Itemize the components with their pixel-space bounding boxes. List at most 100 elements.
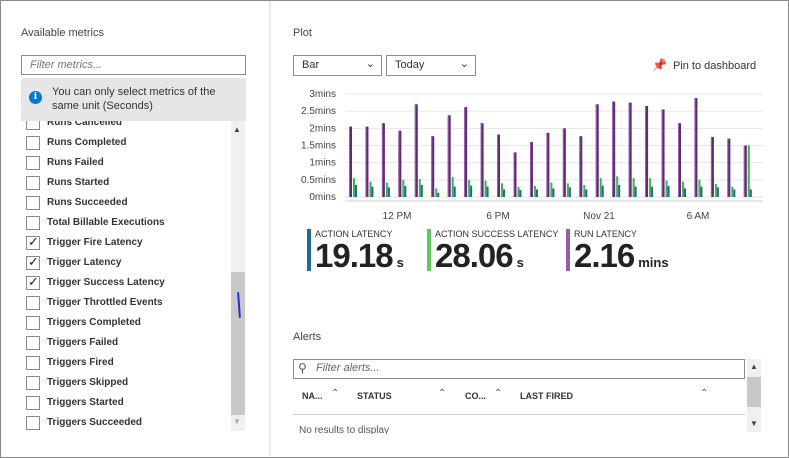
metric-checkbox[interactable] [26,316,40,330]
y-tick-label: 2.5mins [301,106,336,117]
legend-color-bar [566,229,570,271]
metric-checkbox[interactable] [26,356,40,370]
metric-list-scrollbar[interactable]: ▲ ▼ [231,121,245,431]
metric-item[interactable]: ✓ Trigger Fire Latency [26,233,226,253]
bar-action-success-latency [418,179,421,197]
bar-run-latency [710,136,714,197]
legend-color-bar [427,229,431,271]
bar-run-latency-edge [513,152,515,197]
metric-item[interactable]: Runs Failed [26,153,226,173]
metric-item[interactable]: Total Billable Executions [26,213,226,233]
bar-action-success-latency [747,145,750,197]
alerts-scrollbar[interactable]: ▲ ▼ [747,359,761,432]
metric-label: Trigger Success Latency [47,277,165,288]
bar-action-latency [503,189,506,197]
sort-arrow-icon[interactable]: ⌃ [438,388,447,399]
metric-checkbox[interactable] [26,416,40,430]
bar-run-latency [562,128,566,197]
legend-color-bar [307,229,311,271]
metric-checkbox[interactable]: ✓ [26,275,40,290]
metric-item[interactable]: Trigger Throttled Events [26,293,226,313]
pin-to-dashboard-button[interactable]: 📌 Pin to dashboard [652,58,756,72]
column-header-condition[interactable]: CO... [465,391,487,401]
column-header-status[interactable]: STATUS [357,391,392,401]
bar-action-success-latency [550,182,553,197]
metric-checkbox[interactable]: ✓ [26,235,40,250]
bar-run-latency [480,123,484,197]
sort-arrow-icon[interactable]: ⌃ [331,388,340,399]
legend-value: 2.16 [574,237,635,274]
chart-type-select[interactable]: Bar ⌄ [293,55,382,76]
bar-action-latency [404,186,407,197]
bar-action-latency [486,186,489,197]
search-icon: ⚲ [298,361,307,375]
metric-item[interactable]: ✓ Trigger Success Latency [26,273,226,293]
bar-run-latency [513,152,517,197]
bar-run-latency-edge [562,128,564,197]
bar-run-latency [529,142,533,197]
bar-action-success-latency [616,176,619,197]
metric-checkbox[interactable] [26,296,40,310]
checkmark-icon: ✓ [28,235,39,250]
bar-run-latency-edge [661,109,663,197]
scrollbar-thumb[interactable] [747,377,761,407]
metric-item[interactable]: Triggers Completed [26,313,226,333]
bar-run-latency-edge [497,134,499,197]
y-tick-label: 3mins [309,89,336,100]
bar-action-success-latency [517,186,520,197]
metric-item[interactable]: Runs Succeeded [26,193,226,213]
metric-label: Runs Started [47,177,110,188]
column-header-name[interactable]: NA... [302,391,323,401]
column-header-last-fired[interactable]: LAST FIRED [520,391,573,401]
bar-action-latency [568,187,571,197]
y-tick-label: 1mins [309,158,336,169]
metric-item[interactable]: Triggers Failed [26,333,226,353]
legend-value-group: 28.06 s [435,237,524,275]
bar-run-latency-edge [414,104,416,197]
time-range-select[interactable]: Today ⌄ [386,55,476,76]
metric-checkbox[interactable] [26,176,40,190]
bar-action-latency [453,186,456,197]
bar-action-success-latency [369,181,372,197]
metric-checkbox[interactable] [26,216,40,230]
scroll-down-arrow-icon[interactable]: ▼ [750,419,758,428]
filter-alerts-input[interactable]: ⚲ Filter alerts... [293,359,745,379]
chevron-down-icon: ⌄ [459,58,469,70]
bar-run-latency-edge [628,102,630,197]
metric-item[interactable]: ✓ Trigger Latency [26,253,226,273]
bar-action-success-latency [385,182,388,197]
scroll-up-arrow-icon[interactable]: ▲ [750,362,758,371]
metric-checkbox[interactable]: ✓ [26,255,40,270]
metric-checkbox[interactable] [26,121,40,130]
metric-item[interactable]: Runs Completed [26,133,226,153]
bar-action-latency [601,185,604,197]
metric-checkbox[interactable] [26,376,40,390]
metric-item[interactable]: Triggers Skipped [26,373,226,393]
chevron-down-icon: ⌄ [365,58,375,70]
scroll-down-arrow-icon[interactable]: ▼ [233,417,241,426]
metric-checkbox[interactable] [26,396,40,410]
metric-item[interactable]: Triggers Succeeded [26,413,226,431]
scrollbar-thumb[interactable] [231,272,245,415]
legend-name: RUN LATENCY [574,229,637,239]
metric-item[interactable]: Runs Started [26,173,226,193]
metric-label: Triggers Skipped [47,377,129,388]
sort-arrow-icon[interactable]: ⌃ [700,388,709,399]
metric-checkbox[interactable] [26,196,40,210]
scroll-up-arrow-icon[interactable]: ▲ [233,125,241,134]
metric-item[interactable]: Triggers Started [26,393,226,413]
latency-bar-chart: 0mins 0.5mins 1mins 1.5mins 2mins 2.5mins 3min… [301,89,763,222]
metric-checkbox[interactable] [26,336,40,350]
metrics-panel [1,1,269,456]
metric-checkbox[interactable] [26,136,40,150]
y-tick-label: 0.5mins [301,175,336,186]
bar-action-latency [535,189,538,197]
metric-item[interactable]: Triggers Fired [26,353,226,373]
bar-run-latency-edge [365,126,367,197]
metric-label: Triggers Started [47,397,124,408]
sort-arrow-icon[interactable]: ⌃ [494,388,503,399]
filter-metrics-input[interactable] [21,55,246,75]
y-tick-label: 1.5mins [301,141,336,152]
metric-checkbox[interactable] [26,156,40,170]
metric-item[interactable]: Runs Cancelled [26,121,226,133]
